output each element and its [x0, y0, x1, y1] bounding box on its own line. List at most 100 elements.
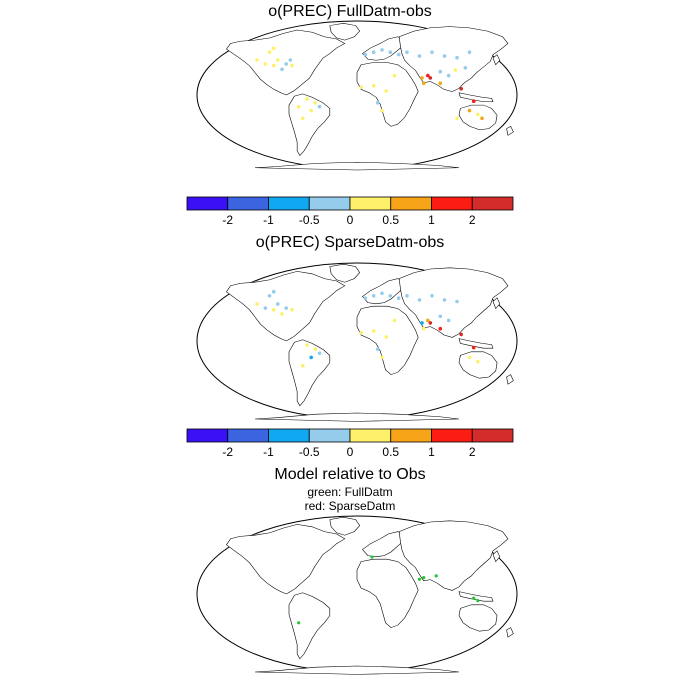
station-marker — [446, 318, 451, 323]
station-marker — [388, 50, 393, 54]
coastlines — [226, 516, 514, 675]
station-marker — [430, 294, 434, 298]
station-marker — [371, 329, 376, 333]
color-legend: -2 -1 -0.5 0 0.5 1 2 — [186, 196, 514, 227]
full-datm-marker — [370, 555, 374, 559]
station-marker — [446, 73, 451, 78]
station-marker — [417, 54, 422, 58]
panel-sparse-datm: o(PREC) SparseDatm-obs -2 -1 -0.5 0 0.5 1 2 — [186, 234, 518, 459]
station-marker — [405, 50, 409, 54]
relative-markers — [297, 555, 480, 625]
legend-swatch — [390, 196, 432, 211]
world-map — [196, 20, 518, 171]
station-marker — [459, 87, 463, 91]
station-marker — [430, 50, 434, 54]
station-marker — [255, 58, 259, 62]
station-marker — [263, 306, 268, 310]
full-datm-marker — [297, 621, 301, 625]
station-markers — [255, 289, 480, 368]
world-map — [196, 515, 518, 675]
station-marker — [271, 289, 276, 294]
station-marker — [442, 54, 447, 58]
legend-swatch — [471, 196, 514, 211]
station-marker — [313, 347, 318, 351]
station-marker — [305, 343, 309, 347]
station-marker — [271, 308, 276, 312]
station-marker — [455, 116, 459, 121]
panel-title: Model relative to Obs — [274, 466, 425, 483]
station-marker — [453, 68, 458, 72]
panel-title: o(PREC) FullDatm-obs — [268, 3, 432, 20]
coastlines — [226, 23, 514, 171]
legend-tick-label: 1 — [428, 213, 435, 227]
station-marker — [271, 46, 276, 51]
station-marker — [301, 363, 305, 368]
station-marker — [371, 50, 376, 54]
station-marker — [396, 296, 401, 300]
station-marker — [280, 67, 284, 72]
station-marker — [309, 108, 313, 113]
station-marker — [290, 63, 294, 68]
station-marker — [267, 50, 272, 54]
legend-swatch — [431, 196, 473, 211]
station-marker — [392, 318, 397, 323]
station-marker — [271, 63, 276, 68]
station-marker — [317, 351, 322, 356]
station-marker — [384, 89, 388, 93]
legend-tick-label: -1 — [263, 445, 274, 459]
legend-tick-label: 0.5 — [382, 213, 399, 227]
station-marker — [476, 359, 480, 364]
station-marker — [317, 104, 322, 109]
station-marker — [426, 73, 430, 78]
station-marker — [467, 355, 472, 360]
station-marker — [388, 294, 393, 298]
station-marker — [428, 76, 433, 80]
legend-swatch — [349, 428, 392, 443]
legend-swatch — [186, 428, 229, 443]
station-marker — [467, 50, 472, 54]
station-marker — [420, 76, 424, 80]
station-marker — [455, 299, 459, 304]
station-marker — [359, 85, 363, 89]
station-marker — [276, 302, 280, 306]
station-markers — [255, 46, 484, 121]
legend-tick-label: 0 — [347, 445, 354, 459]
legend-tick-label: -2 — [222, 445, 233, 459]
legend-tick-label: 1 — [428, 445, 435, 459]
station-marker — [471, 99, 476, 103]
full-datm-marker — [417, 577, 422, 581]
station-marker — [420, 321, 424, 325]
legend-tick-label: 2 — [469, 213, 476, 227]
legend-swatch — [186, 196, 229, 211]
color-legend: -2 -1 -0.5 0 0.5 1 2 — [186, 428, 514, 459]
legend-tick-label: -1 — [263, 213, 274, 227]
station-marker — [438, 81, 443, 86]
station-marker — [438, 326, 443, 331]
station-marker — [471, 345, 476, 350]
legend-swatch — [227, 428, 269, 443]
legend-swatch — [390, 428, 432, 443]
station-marker — [380, 355, 384, 360]
station-marker — [290, 308, 294, 312]
legend-swatch — [268, 428, 310, 443]
panel-title: o(PREC) SparseDatm-obs — [256, 234, 445, 251]
station-marker — [392, 73, 397, 78]
station-marker — [313, 101, 318, 105]
full-datm-marker — [422, 576, 426, 580]
station-marker — [426, 318, 430, 323]
station-marker — [417, 298, 422, 302]
station-marker — [396, 52, 401, 57]
station-marker — [288, 58, 293, 62]
station-marker — [476, 112, 480, 117]
legend-swatch — [308, 428, 351, 443]
station-marker — [380, 48, 384, 52]
station-marker — [455, 55, 459, 60]
legend-swatch — [308, 196, 351, 211]
station-marker — [305, 97, 309, 101]
station-marker — [376, 347, 380, 351]
station-marker — [301, 116, 305, 121]
station-marker — [384, 335, 388, 339]
station-marker — [428, 321, 433, 325]
station-marker — [421, 81, 426, 86]
